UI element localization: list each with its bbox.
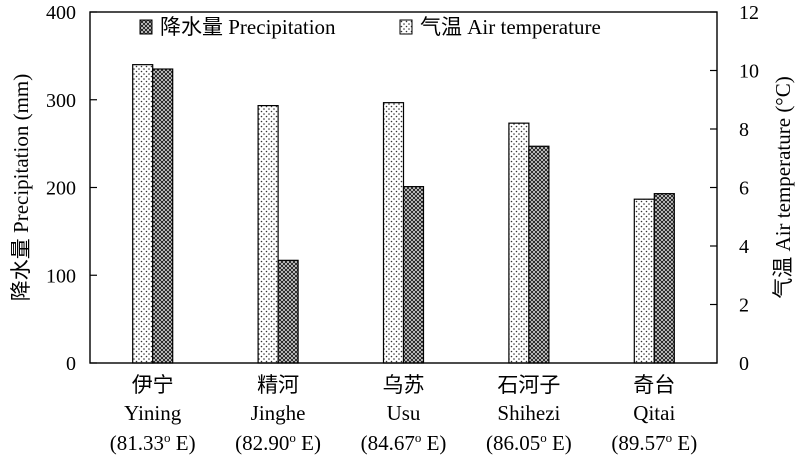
precipitation-bar-yining	[152, 68, 174, 364]
precipitation-bar-shihezi	[528, 145, 550, 364]
right-tick-label: 8	[739, 119, 749, 141]
right-tick-label: 10	[739, 61, 759, 83]
category-label-cn: 精河	[257, 373, 299, 397]
left-tick-label: 0	[66, 353, 76, 375]
category-label-en: Usu	[387, 401, 421, 425]
temperature-legend-label: 气温 Air temperature	[420, 15, 601, 39]
right-tick-label: 0	[739, 353, 749, 375]
precipitation-bar-jinghe	[277, 259, 299, 364]
right-tick-label: 2	[739, 295, 749, 317]
precipitation-bar-qitai	[653, 193, 675, 364]
category-label-en: Shihezi	[497, 401, 560, 425]
left-tick-label: 300	[46, 90, 76, 112]
category-label-longitude: (84.67o E)	[361, 430, 447, 455]
temperature-legend-swatch	[399, 19, 413, 35]
temperature-bar-shihezi	[508, 122, 530, 364]
temperature-bar-qitai	[633, 198, 655, 364]
category-label-longitude: (82.90o E)	[235, 430, 321, 455]
right-tick-label: 12	[739, 2, 759, 24]
category-label-cn: 石河子	[497, 373, 560, 397]
temperature-bar-usu	[382, 102, 405, 364]
precipitation-bar-usu	[402, 186, 425, 364]
left-tick-label: 100	[46, 265, 76, 287]
left-tick-label: 200	[46, 178, 76, 200]
right-tick-label: 6	[739, 178, 749, 200]
left-tick-label: 400	[46, 2, 76, 24]
left-axis-title: 降水量 Precipitation (mm)	[9, 74, 33, 301]
category-label-cn: 伊宁	[132, 373, 174, 397]
temperature-bar-jinghe	[257, 104, 279, 364]
category-label-cn: 奇台	[633, 373, 675, 397]
precipitation-legend-swatch	[139, 19, 153, 35]
precipitation-legend-label: 降水量 Precipitation	[160, 15, 336, 39]
category-label-en: Qitai	[633, 401, 675, 425]
right-tick-label: 4	[739, 236, 749, 258]
category-label-longitude: (86.05o E)	[486, 430, 572, 455]
temperature-bar-yining	[132, 64, 154, 364]
category-label-longitude: (89.57o E)	[611, 430, 697, 455]
right-axis-title: 气温 Air temperature (°C)	[771, 76, 795, 298]
category-label-en: Jinghe	[251, 401, 306, 425]
category-label-en: Yining	[124, 401, 182, 425]
category-label-longitude: (81.33o E)	[110, 430, 196, 455]
category-label-cn: 乌苏	[383, 373, 425, 397]
